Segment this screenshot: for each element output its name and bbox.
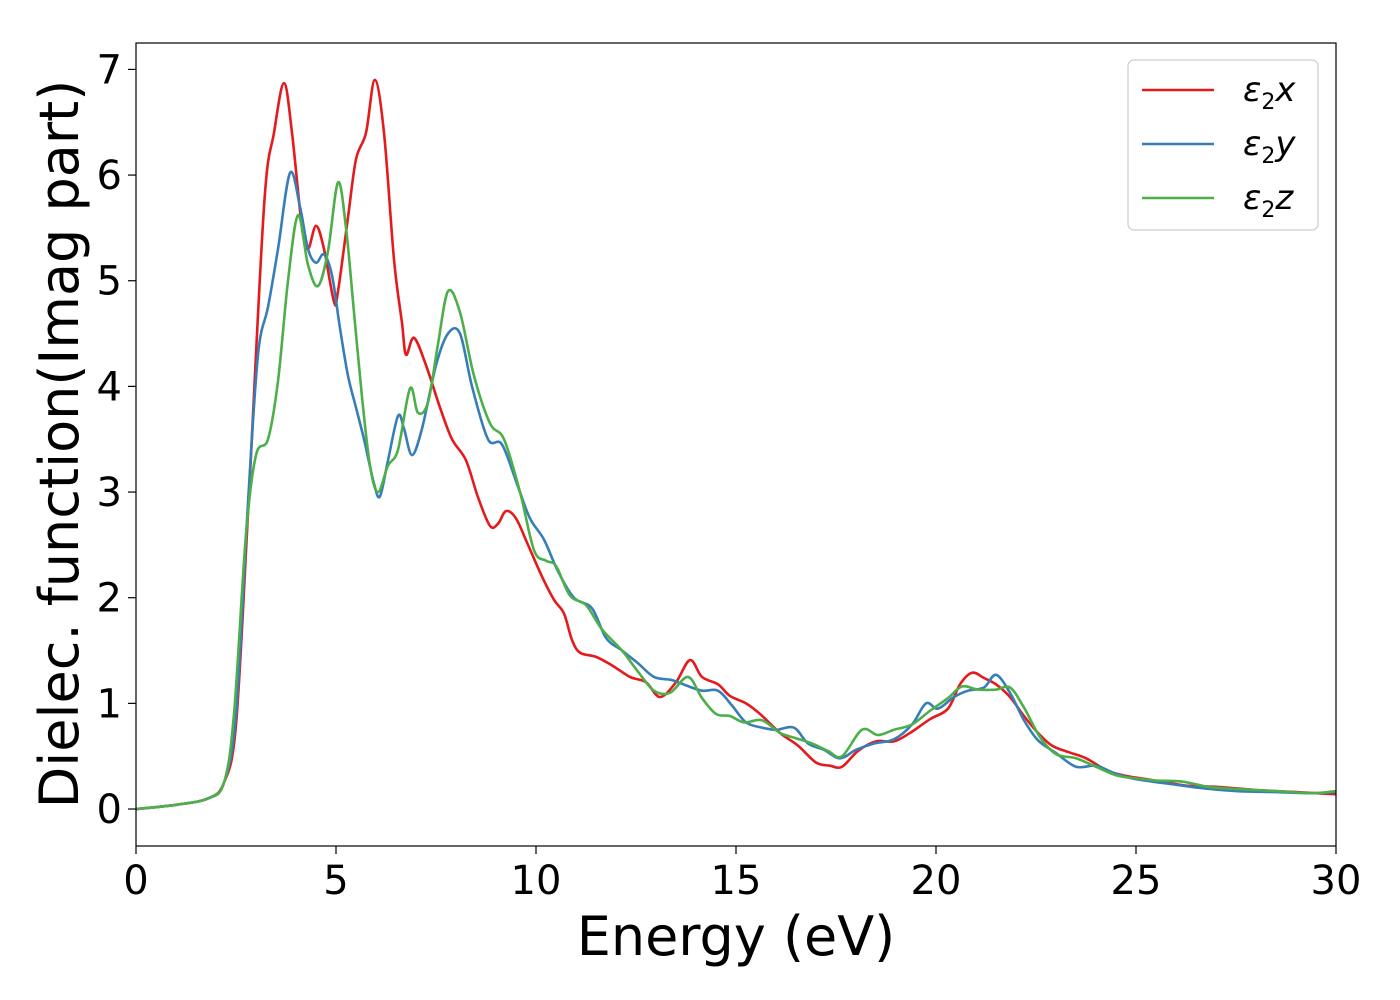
y-tick-label: 7 (97, 47, 122, 93)
x-axis-label: Energy (eV) (577, 905, 896, 968)
y-tick-label: 2 (97, 576, 122, 622)
series-line-y (136, 170, 1336, 811)
y-tick-label: 4 (97, 364, 122, 410)
y-tick-label: 3 (97, 470, 122, 516)
series-layer (136, 78, 1336, 811)
x-tick-label: 20 (911, 858, 962, 904)
legend-label: ε2z (1243, 178, 1294, 223)
x-tick-label: 5 (323, 858, 348, 904)
series-line-z (136, 181, 1336, 811)
x-tick-label: 0 (123, 858, 148, 904)
x-tick-label: 30 (1311, 858, 1362, 904)
y-tick-label: 6 (97, 153, 122, 199)
x-tick-label: 10 (511, 858, 562, 904)
y-tick-label: 0 (97, 787, 122, 833)
y-axis-label: Dielec. function(Imag part) (28, 80, 91, 809)
y-axis: 0 1 2 3 4 5 6 7 (97, 47, 136, 833)
legend-label: ε2y (1243, 124, 1296, 169)
y-tick-label: 5 (97, 259, 122, 305)
y-tick-label: 1 (97, 681, 122, 727)
x-tick-label: 15 (711, 858, 762, 904)
legend-box (1127, 59, 1319, 231)
series-line-x (136, 78, 1336, 811)
x-tick-label: 25 (1111, 858, 1162, 904)
legend: ε2x ε2y ε2z (1127, 59, 1319, 231)
legend-label: ε2x (1243, 70, 1296, 115)
x-axis: 0 5 10 15 20 25 30 (123, 846, 1361, 904)
